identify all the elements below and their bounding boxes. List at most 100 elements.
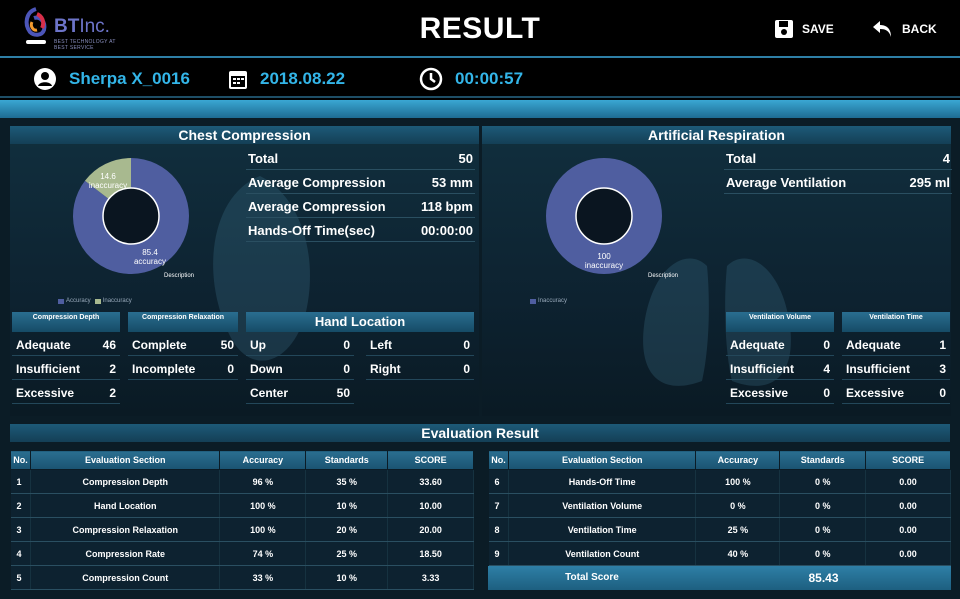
row-section: Hand Location bbox=[30, 493, 221, 518]
col-accuracy: Accuracy bbox=[695, 450, 781, 470]
logo-text: BTInc. bbox=[54, 16, 110, 37]
table-row: 9 Ventilation Count 40 % 0 % 0.00 bbox=[488, 541, 951, 566]
resp-stat-total: Total 4 bbox=[724, 148, 952, 170]
vtime-excessive-row: Excessive 0 bbox=[842, 382, 950, 404]
row-section: Ventilation Count bbox=[508, 541, 697, 566]
depth-excessive-row: Excessive 2 bbox=[12, 382, 120, 404]
resp-inaccuracy-name: inaccuracy bbox=[584, 261, 624, 270]
artificial-respiration-title: Artificial Respiration bbox=[482, 126, 951, 144]
chest-chart-legend: Accuracy Inaccuracy bbox=[58, 298, 132, 304]
col-section: Evaluation Section bbox=[507, 450, 697, 470]
chest-accuracy-name: accuracy bbox=[133, 257, 166, 266]
save-label: SAVE bbox=[802, 22, 834, 36]
divider-strip bbox=[0, 100, 960, 118]
bt-logo: BTInc. BEST TECHNOLOGY AT BEST SERVICE bbox=[20, 6, 120, 51]
resp-inaccuracy-value: 100 bbox=[597, 252, 611, 261]
calendar-icon bbox=[229, 71, 247, 89]
row-score: 0.00 bbox=[865, 469, 951, 494]
row-accuracy: 74 % bbox=[219, 541, 307, 566]
col-standards: Standards bbox=[779, 450, 867, 470]
row-standards: 0 % bbox=[779, 469, 867, 494]
hand-center-row: Center 50 bbox=[246, 382, 354, 404]
col-section: Evaluation Section bbox=[29, 450, 221, 470]
resp-slice-inaccuracy bbox=[546, 158, 662, 274]
legend-inaccuracy: Inaccuracy bbox=[102, 298, 132, 304]
table-row: 3 Compression Relaxation 100 % 20 % 20.00 bbox=[10, 517, 474, 542]
vtime-insufficient-row: Insufficient 3 bbox=[842, 358, 950, 380]
session-info-bar: Sherpa X_0016 2018.08.22 00:00:57 bbox=[0, 60, 960, 98]
col-standards: Standards bbox=[305, 450, 389, 470]
hand-location-header: Hand Location bbox=[246, 312, 474, 332]
row-number: 9 bbox=[488, 541, 509, 566]
row-accuracy: 0 % bbox=[695, 493, 781, 518]
resp-chart-legend: Inaccuracy bbox=[530, 298, 567, 304]
top-bar: BTInc. BEST TECHNOLOGY AT BEST SERVICE R… bbox=[0, 0, 960, 58]
row-number: 8 bbox=[488, 517, 509, 542]
hand-left-row: Left 0 bbox=[366, 334, 474, 356]
col-score: SCORE bbox=[387, 450, 474, 470]
table-row: 7 Ventilation Volume 0 % 0 % 0.00 bbox=[488, 493, 951, 518]
row-accuracy: 40 % bbox=[695, 541, 781, 566]
ventilation-time-header: Ventilation Time bbox=[842, 312, 950, 332]
chest-stat-avg-rate: Average Compression 118 bpm bbox=[246, 196, 475, 218]
logo-tagline: BEST TECHNOLOGY AT BEST SERVICE bbox=[54, 39, 116, 51]
evaluation-table-right-header: No. Evaluation Section Accuracy Standard… bbox=[488, 450, 951, 470]
compression-depth-header: Compression Depth bbox=[12, 312, 120, 332]
artificial-respiration-panel bbox=[482, 126, 951, 416]
row-section: Ventilation Volume bbox=[508, 493, 697, 518]
clock-icon bbox=[419, 67, 443, 91]
row-section: Hands-Off Time bbox=[508, 469, 697, 494]
row-number: 6 bbox=[488, 469, 509, 494]
evaluation-result-title: Evaluation Result bbox=[10, 424, 950, 442]
chest-stat-avg-depth: Average Compression 53 mm bbox=[246, 172, 475, 194]
evaluation-table-left-header: No. Evaluation Section Accuracy Standard… bbox=[10, 450, 474, 470]
ventilation-volume-header: Ventilation Volume bbox=[726, 312, 834, 332]
row-number: 2 bbox=[10, 493, 31, 518]
save-button[interactable]: SAVE bbox=[774, 17, 834, 41]
row-score: 0.00 bbox=[865, 541, 951, 566]
col-accuracy: Accuracy bbox=[219, 450, 307, 470]
session-date: 2018.08.22 bbox=[260, 69, 346, 88]
chest-inaccuracy-name: inaccuracy bbox=[88, 181, 128, 190]
row-accuracy: 100 % bbox=[695, 469, 781, 494]
row-section: Compression Depth bbox=[30, 469, 221, 494]
row-accuracy: 33 % bbox=[219, 565, 307, 590]
row-section: Ventilation Time bbox=[508, 517, 697, 542]
legend-swatch-inaccuracy bbox=[94, 298, 101, 304]
row-accuracy: 25 % bbox=[695, 517, 781, 542]
chest-donut-hole bbox=[102, 187, 160, 245]
legend-resp-inaccuracy: Inaccuracy bbox=[538, 298, 568, 304]
resp-chart-description: Description bbox=[648, 273, 679, 279]
chest-chart-description: Description bbox=[164, 273, 195, 279]
row-standards: 0 % bbox=[779, 541, 867, 566]
volume-insufficient-row: Insufficient 4 bbox=[726, 358, 834, 380]
back-arrow-icon bbox=[873, 21, 891, 37]
row-section: Compression Count bbox=[30, 565, 221, 590]
row-standards: 0 % bbox=[779, 517, 867, 542]
total-score-row: Total Score 85.43 bbox=[488, 566, 951, 590]
row-standards: 35 % bbox=[305, 469, 389, 494]
row-accuracy: 96 % bbox=[219, 469, 307, 494]
legend-swatch-resp-inaccuracy bbox=[530, 298, 536, 304]
row-number: 5 bbox=[10, 565, 31, 590]
chest-stat-total: Total 50 bbox=[246, 148, 475, 170]
row-score: 33.60 bbox=[387, 469, 474, 494]
hand-up-row: Up 0 bbox=[246, 334, 354, 356]
user-info: Sherpa X_0016 bbox=[33, 67, 190, 91]
row-section: Compression Rate bbox=[30, 541, 221, 566]
total-score-label: Total Score bbox=[565, 572, 619, 583]
total-score-value: 85.43 bbox=[808, 571, 839, 585]
col-score: SCORE bbox=[865, 450, 951, 470]
table-row: 6 Hands-Off Time 100 % 0 % 0.00 bbox=[488, 469, 951, 494]
back-button[interactable]: BACK bbox=[872, 17, 937, 41]
chest-inaccuracy-value: 14.6 bbox=[100, 172, 116, 181]
row-standards: 10 % bbox=[305, 493, 389, 518]
col-no: No. bbox=[10, 450, 31, 470]
row-number: 4 bbox=[10, 541, 31, 566]
vtime-adequate-row: Adequate 1 bbox=[842, 334, 950, 356]
table-row: 8 Ventilation Time 25 % 0 % 0.00 bbox=[488, 517, 951, 542]
date-info: 2018.08.22 bbox=[228, 67, 345, 91]
table-row: 5 Compression Count 33 % 10 % 3.33 bbox=[10, 565, 474, 590]
chest-compression-title: Chest Compression bbox=[10, 126, 479, 144]
save-icon bbox=[775, 20, 793, 38]
